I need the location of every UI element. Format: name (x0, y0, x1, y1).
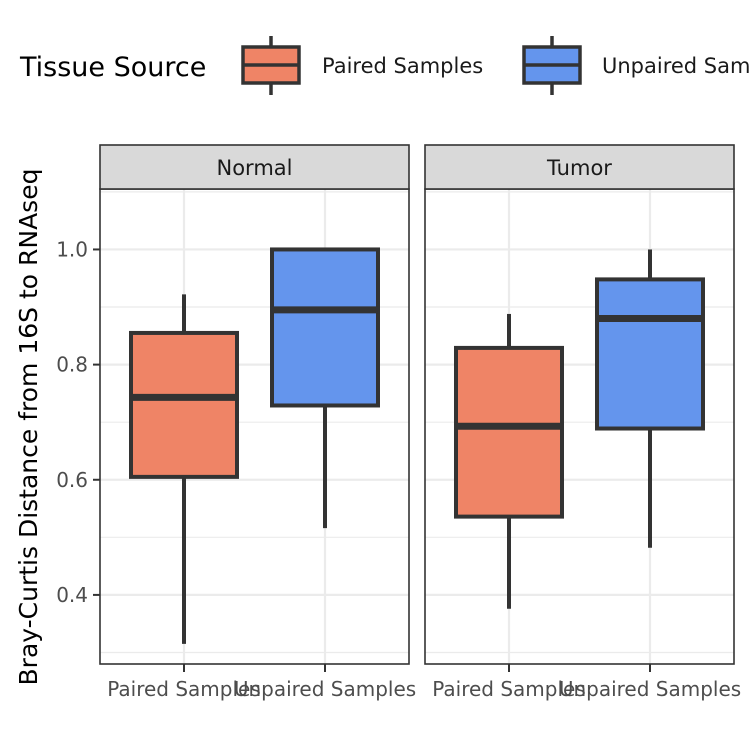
x-tick-label: Unpaired Samples (559, 677, 741, 701)
y-axis-title: Bray-Curtis Distance from 16S to RNAseq (14, 169, 43, 686)
legend-title: Tissue Source (19, 52, 206, 83)
box-body (454, 345, 564, 519)
legend-label: Unpaired Samples (602, 54, 750, 78)
x-tick-label: Paired Samples (432, 677, 586, 701)
facet-strip-label: Tumor (546, 156, 612, 180)
legend: Tissue Source Paired Samples Unpaired Sam… (19, 36, 750, 95)
facet-strip (424, 144, 735, 190)
box-body (595, 277, 705, 431)
legend-key-0: Paired Samples (241, 36, 483, 95)
box-unpaired-samples (595, 249, 705, 548)
box-paired-samples (454, 313, 564, 609)
x-tick-label: Unpaired Samples (234, 677, 416, 701)
facet-strip-label: Normal (217, 156, 293, 180)
legend-key-1: Unpaired Samples (522, 36, 750, 95)
legend-label: Paired Samples (322, 54, 483, 78)
box-body (270, 247, 380, 408)
legend-keys: Paired Samples Unpaired Samples (241, 36, 750, 95)
y-tick-label: 0.4 (56, 583, 88, 607)
box-body (129, 330, 239, 479)
y-tick-label: 0.8 (56, 353, 88, 377)
y-tick-label: 0.6 (56, 468, 88, 492)
box-unpaired-samples (270, 247, 380, 529)
box-paired-samples (129, 294, 239, 644)
y-tick-label: 1.0 (56, 237, 88, 261)
facet-strip (99, 144, 410, 190)
x-tick-label: Paired Samples (107, 677, 261, 701)
